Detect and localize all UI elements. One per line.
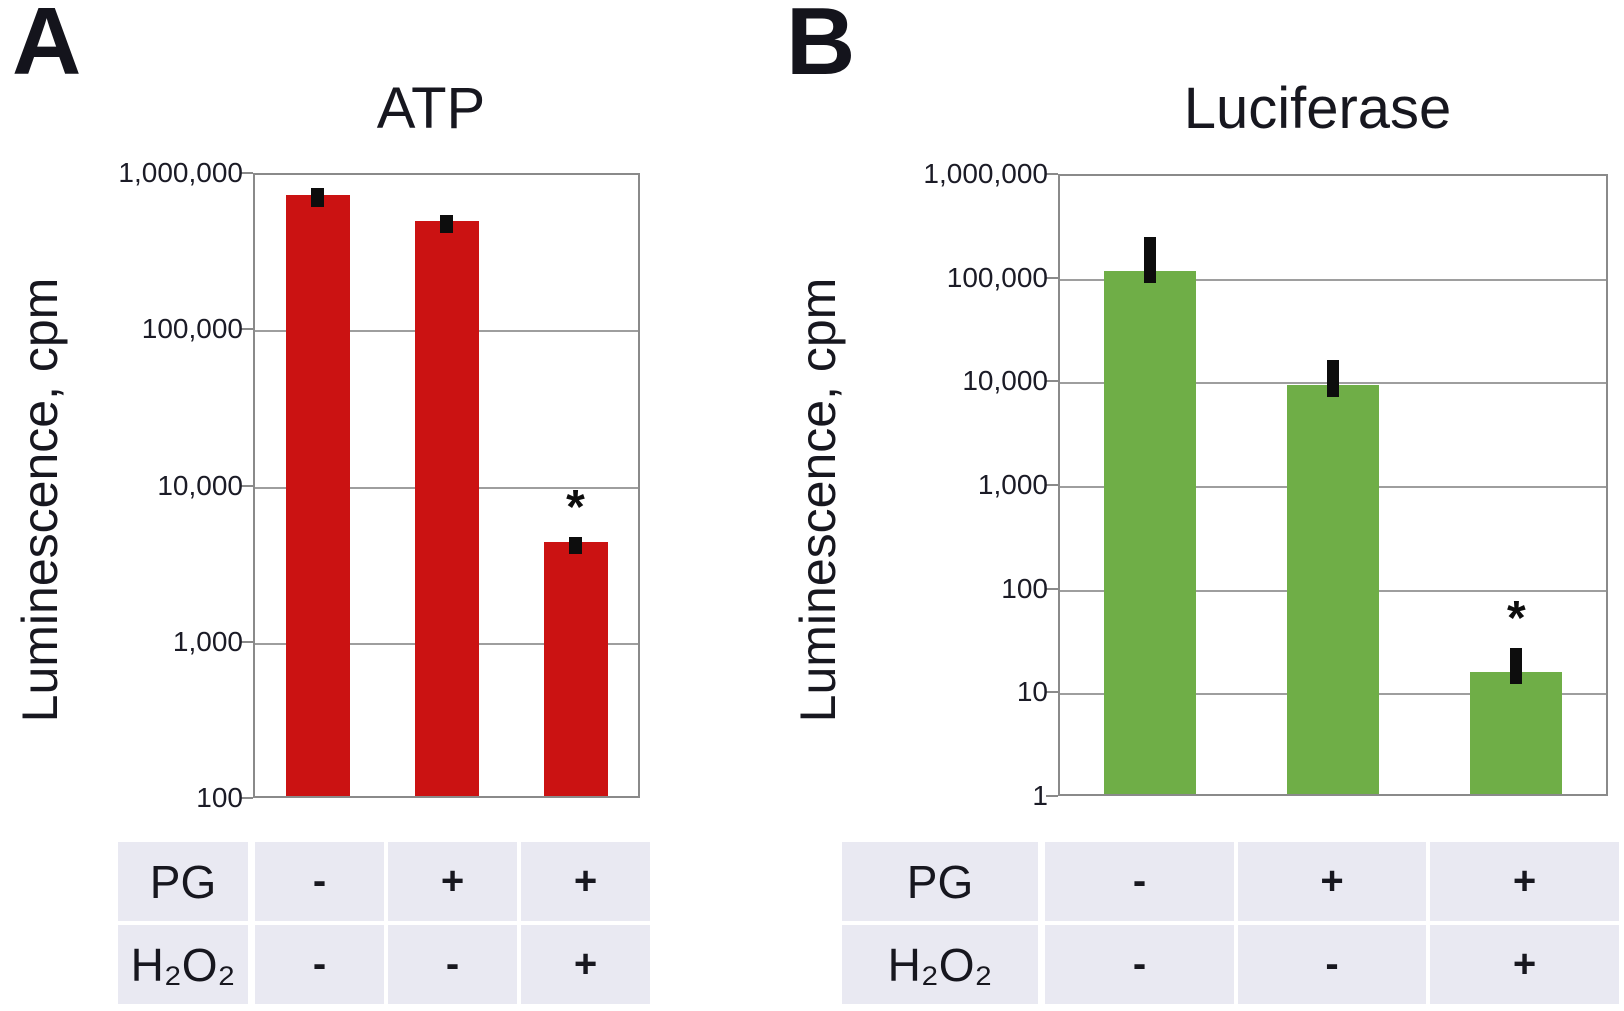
plot-area-luciferase <box>1058 174 1608 796</box>
chart-title-luciferase: Luciferase <box>1183 76 1452 141</box>
bar-b2 <box>1287 385 1379 794</box>
condition-row-label: H₂O₂ <box>842 925 1038 1004</box>
y-axis-tick-label: 100,000 <box>141 313 243 345</box>
condition-cell: - <box>388 925 517 1004</box>
condition-cell: + <box>388 842 517 921</box>
chart-title-atp: ATP <box>376 76 486 141</box>
condition-cell: - <box>1238 925 1426 1004</box>
y-axis-tick-mark <box>241 328 253 331</box>
condition-cell: + <box>1430 925 1619 1004</box>
y-axis-tick-label: 100 <box>1001 572 1048 604</box>
condition-cell: - <box>1045 842 1234 921</box>
condition-cell: + <box>1238 842 1426 921</box>
error-bar <box>569 536 582 555</box>
y-axis-tick-label: 1,000,000 <box>923 158 1048 189</box>
panel-letter-a: A <box>12 0 82 95</box>
y-axis-label-b: Luminescence, cpm <box>790 277 846 723</box>
bar-a3 <box>543 542 608 796</box>
condition-cell: - <box>255 925 384 1004</box>
error-bar <box>1510 647 1523 685</box>
y-axis-tick-label: 10 <box>1016 676 1048 708</box>
significance-asterisk: * <box>1506 591 1526 645</box>
y-axis-tick-mark <box>1046 484 1058 486</box>
y-axis-tick-label: 1,000,000 <box>118 157 243 188</box>
bar-a2 <box>414 220 479 796</box>
bar-a1 <box>285 195 350 796</box>
condition-cell: + <box>1430 842 1619 921</box>
y-axis-tick-mark <box>1046 795 1058 797</box>
plot-area-atp <box>253 173 640 798</box>
error-bar <box>311 188 324 208</box>
y-axis-tick-mark <box>1046 380 1058 383</box>
y-axis-tick-label: 1,000 <box>172 625 243 657</box>
condition-cell: - <box>1045 925 1234 1004</box>
y-axis-tick-mark <box>1046 587 1058 590</box>
condition-cell: + <box>521 925 650 1004</box>
condition-row-label: PG <box>118 842 248 921</box>
condition-row-label: H₂O₂ <box>118 925 248 1004</box>
y-axis-tick-mark <box>241 484 253 487</box>
error-bar <box>1143 237 1156 284</box>
condition-cell: + <box>521 842 650 921</box>
y-axis-tick-label: 100 <box>196 782 243 813</box>
error-bar <box>440 214 453 233</box>
y-axis-tick-mark <box>241 172 253 174</box>
bar-b3 <box>1470 672 1563 794</box>
y-axis-tick-mark <box>1046 691 1058 694</box>
condition-cell: - <box>255 842 384 921</box>
y-axis-tick-label: 10,000 <box>157 469 243 501</box>
error-bar <box>1327 360 1339 398</box>
bar-b1 <box>1103 271 1196 794</box>
y-axis-tick-mark <box>1046 173 1058 175</box>
gridline <box>1060 278 1606 281</box>
y-axis-tick-label: 1,000 <box>977 469 1048 500</box>
y-axis-tick-label: 10,000 <box>962 365 1048 397</box>
condition-row-label: PG <box>842 842 1038 921</box>
y-axis-tick-label: 1 <box>1032 780 1048 811</box>
y-axis-tick-label: 100,000 <box>946 261 1048 293</box>
y-axis-tick-mark <box>241 640 253 643</box>
panel-letter-b: B <box>786 0 856 95</box>
y-axis-tick-mark <box>241 797 253 799</box>
significance-asterisk: * <box>566 480 585 534</box>
y-axis-tick-mark <box>1046 276 1058 279</box>
